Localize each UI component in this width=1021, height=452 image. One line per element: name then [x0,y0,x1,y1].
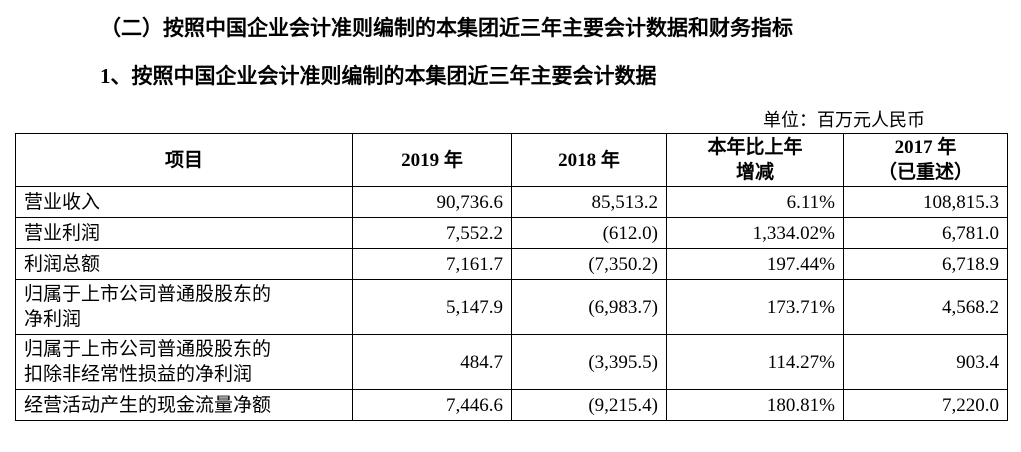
cell-value: 6.11% [666,186,844,218]
column-header: 2018 年 [511,133,667,187]
column-header: 2019 年 [352,133,512,187]
cell-value: 180.81% [666,389,844,421]
column-header: 项目 [15,133,353,187]
cell-value: 7,220.0 [843,389,1008,421]
column-header: 2017 年 （已重述） [843,133,1008,187]
unit-note: 单位：百万元人民币 [763,110,925,130]
subsection-title: 1、按照中国企业会计准则编制的本集团近三年主要会计数据 [100,64,657,88]
cell-value: (3,395.5) [511,334,667,390]
cell-value: 7,161.7 [352,248,512,280]
column-header: 本年比上年 增减 [666,133,844,187]
data-table: 项目 2019 年 2018 年 本年比上年增减 2017 年 （已重述） 营业收入 90,… [15,133,1008,421]
cell-value: 5,147.9 [352,279,512,335]
cell-value: 6,781.0 [843,217,1008,249]
cell-value: 90,736.6 [352,186,512,218]
table-row: 营业利润 7,552.2 (612.0) 1,334.02% 6,781.0 [15,217,1008,249]
header-line: 本年比上年 [707,137,803,158]
table-row: 经营活动产生的现金流量净额 7,446.6 (9,215.4) 180.81% 7,22… [15,389,1008,421]
table-row: 归属于上市公司普通股股东的扣除非经常性损益的净利润 484.7 (3,395.5) 1… [15,334,1008,390]
cell-value: 108,815.3 [843,186,1008,218]
label-text: 营业收入 [24,191,101,213]
row-label: 利润总额 [15,248,353,280]
cell-value: 173.71% [666,279,844,335]
header-line: （已重述） [877,162,973,183]
header-line: 2018 年 [558,149,620,171]
cell-value: 85,513.2 [511,186,667,218]
label-text: 营业利润 [24,222,101,244]
header-line: 2019 年 [401,149,463,171]
label-text: 归属于上市公司普通股股东的扣除非经常性损益的净利润 [24,339,272,385]
cell-value: (612.0) [511,217,667,249]
row-label: 归属于上市公司普通股股东的净利润 [15,279,353,335]
row-label: 营业利润 [15,217,353,249]
cell-value: 903.4 [843,334,1008,390]
row-label: 营业收入 [15,186,353,218]
cell-value: 7,552.2 [352,217,512,249]
label-text: 归属于上市公司普通股股东的净利润 [24,284,272,330]
table-row: 归属于上市公司普通股股东的净利润 5,147.9 (6,983.7) 173.71% 4… [15,279,1008,335]
table-row: 营业收入 90,736.6 85,513.2 6.11% 108,815.3 [15,186,1008,218]
row-label: 归属于上市公司普通股股东的扣除非经常性损益的净利润 [15,334,353,390]
header-line: 项目 [164,149,203,171]
cell-value: 6,718.9 [843,248,1008,280]
cell-value: 484.7 [352,334,512,390]
table-body: 营业收入 90,736.6 85,513.2 6.11% 108,815.3 营业利润 7,… [15,186,1008,421]
table-row: 利润总额 7,161.7 (7,350.2) 197.44% 6,718.9 [15,248,1008,280]
cell-value: 1,334.02% [666,217,844,249]
header-line: 2017 年 [894,137,957,158]
cell-value: 197.44% [666,248,844,280]
cell-value: (7,350.2) [511,248,667,280]
section-title: （二）按照中国企业会计准则编制的本集团近三年主要会计数据和财务指标 [100,16,793,40]
label-text: 利润总额 [24,253,101,275]
cell-value: 114.27% [666,334,844,390]
header-line: 增减 [735,162,774,183]
cell-value: (6,983.7) [511,279,667,335]
header-row: 项目 2019 年 2018 年 本年比上年增减 2017 年 （已重述） [15,133,1008,187]
cell-value: 4,568.2 [843,279,1008,335]
cell-value: (9,215.4) [511,389,667,421]
cell-value: 7,446.6 [352,389,512,421]
row-label: 经营活动产生的现金流量净额 [15,389,353,421]
label-text: 经营活动产生的现金流量净额 [24,394,272,416]
